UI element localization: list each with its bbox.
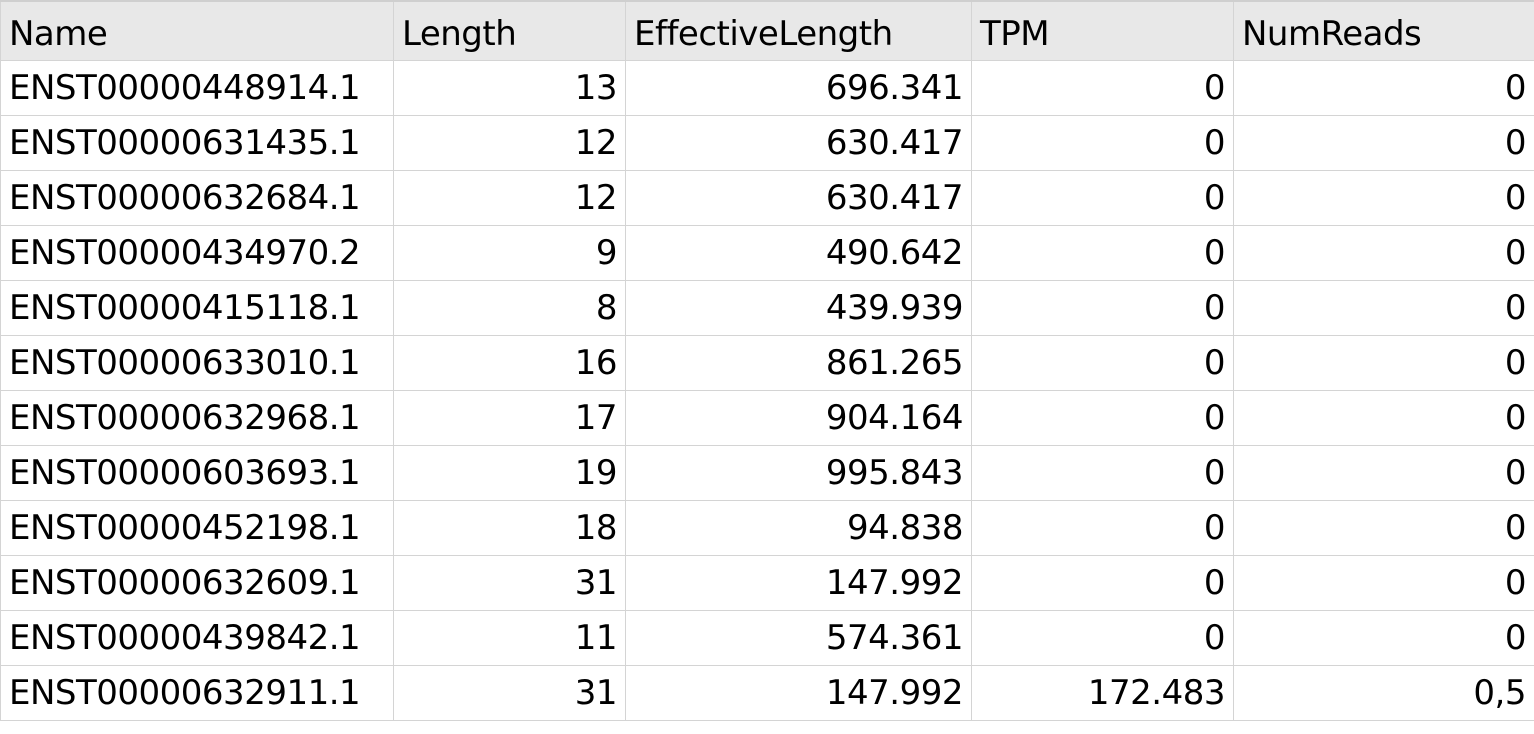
table-row: ENST00000632684.1 12 630.417 0 0 xyxy=(0,169,1534,226)
cell-effective-length[interactable]: 574.361 xyxy=(625,609,972,666)
cell-num-reads[interactable]: 0 xyxy=(1233,224,1534,281)
cell-num-reads[interactable]: 0 xyxy=(1233,554,1534,611)
cell-effective-length[interactable]: 490.642 xyxy=(625,224,972,281)
cell-length[interactable]: 17 xyxy=(393,389,626,446)
header-cell-num-reads[interactable]: NumReads xyxy=(1233,0,1534,61)
cell-num-reads[interactable]: 0 xyxy=(1233,59,1534,116)
header-row: Name Length EffectiveLength TPM NumReads xyxy=(0,0,1534,61)
cell-effective-length[interactable]: 904.164 xyxy=(625,389,972,446)
cell-name[interactable]: ENST00000633010.1 xyxy=(0,334,394,391)
cell-tpm[interactable]: 0 xyxy=(971,444,1234,501)
header-cell-effective-length[interactable]: EffectiveLength xyxy=(625,0,972,61)
cell-tpm[interactable]: 0 xyxy=(971,169,1234,226)
cell-tpm[interactable]: 0 xyxy=(971,389,1234,446)
table-row: ENST00000603693.1 19 995.843 0 0 xyxy=(0,444,1534,501)
cell-effective-length[interactable]: 630.417 xyxy=(625,169,972,226)
cell-length[interactable]: 9 xyxy=(393,224,626,281)
cell-tpm[interactable]: 0 xyxy=(971,224,1234,281)
cell-tpm[interactable]: 0 xyxy=(971,59,1234,116)
cell-num-reads[interactable]: 0 xyxy=(1233,444,1534,501)
cell-name[interactable]: ENST00000434970.2 xyxy=(0,224,394,281)
cell-effective-length[interactable]: 696.341 xyxy=(625,59,972,116)
cell-length[interactable]: 31 xyxy=(393,664,626,721)
cell-name[interactable]: ENST00000632911.1 xyxy=(0,664,394,721)
header-cell-tpm[interactable]: TPM xyxy=(971,0,1234,61)
cell-effective-length[interactable]: 861.265 xyxy=(625,334,972,391)
cell-effective-length[interactable]: 147.992 xyxy=(625,664,972,721)
header-cell-length[interactable]: Length xyxy=(393,0,626,61)
cell-tpm[interactable]: 0 xyxy=(971,609,1234,666)
cell-effective-length[interactable]: 995.843 xyxy=(625,444,972,501)
cell-name[interactable]: ENST00000452198.1 xyxy=(0,499,394,556)
cell-length[interactable]: 11 xyxy=(393,609,626,666)
cell-num-reads[interactable]: 0 xyxy=(1233,609,1534,666)
cell-effective-length[interactable]: 94.838 xyxy=(625,499,972,556)
table-row: ENST00000631435.1 12 630.417 0 0 xyxy=(0,114,1534,171)
cell-effective-length[interactable]: 147.992 xyxy=(625,554,972,611)
cell-length[interactable]: 8 xyxy=(393,279,626,336)
cell-num-reads[interactable]: 0 xyxy=(1233,389,1534,446)
table-row: ENST00000439842.1 11 574.361 0 0 xyxy=(0,609,1534,666)
cell-length[interactable]: 13 xyxy=(393,59,626,116)
cell-length[interactable]: 12 xyxy=(393,114,626,171)
cell-tpm[interactable]: 0 xyxy=(971,554,1234,611)
table-header: Name Length EffectiveLength TPM NumReads xyxy=(0,0,1534,61)
cell-num-reads[interactable]: 0 xyxy=(1233,279,1534,336)
table-row: ENST00000632911.1 31 147.992 172.483 0,5 xyxy=(0,664,1534,721)
cell-name[interactable]: ENST00000603693.1 xyxy=(0,444,394,501)
cell-num-reads[interactable]: 0 xyxy=(1233,499,1534,556)
cell-tpm[interactable]: 0 xyxy=(971,114,1234,171)
cell-tpm[interactable]: 0 xyxy=(971,334,1234,391)
cell-tpm[interactable]: 0 xyxy=(971,499,1234,556)
cell-num-reads[interactable]: 0 xyxy=(1233,114,1534,171)
cell-effective-length[interactable]: 439.939 xyxy=(625,279,972,336)
cell-tpm[interactable]: 172.483 xyxy=(971,664,1234,721)
cell-name[interactable]: ENST00000632968.1 xyxy=(0,389,394,446)
header-cell-name[interactable]: Name xyxy=(0,0,394,61)
cell-length[interactable]: 16 xyxy=(393,334,626,391)
table-row: ENST00000415118.1 8 439.939 0 0 xyxy=(0,279,1534,336)
table-row: ENST00000632609.1 31 147.992 0 0 xyxy=(0,554,1534,611)
cell-length[interactable]: 18 xyxy=(393,499,626,556)
table-body: ENST00000448914.1 13 696.341 0 0 ENST000… xyxy=(0,59,1534,721)
cell-num-reads[interactable]: 0 xyxy=(1233,334,1534,391)
cell-effective-length[interactable]: 630.417 xyxy=(625,114,972,171)
table-row: ENST00000434970.2 9 490.642 0 0 xyxy=(0,224,1534,281)
table-row: ENST00000448914.1 13 696.341 0 0 xyxy=(0,59,1534,116)
cell-tpm[interactable]: 0 xyxy=(971,279,1234,336)
cell-length[interactable]: 19 xyxy=(393,444,626,501)
cell-length[interactable]: 12 xyxy=(393,169,626,226)
table-row: ENST00000452198.1 18 94.838 0 0 xyxy=(0,499,1534,556)
cell-name[interactable]: ENST00000632684.1 xyxy=(0,169,394,226)
cell-name[interactable]: ENST00000439842.1 xyxy=(0,609,394,666)
cell-name[interactable]: ENST00000631435.1 xyxy=(0,114,394,171)
cell-length[interactable]: 31 xyxy=(393,554,626,611)
cell-name[interactable]: ENST00000632609.1 xyxy=(0,554,394,611)
cell-num-reads[interactable]: 0,5 xyxy=(1233,664,1534,721)
cell-num-reads[interactable]: 0 xyxy=(1233,169,1534,226)
table-row: ENST00000633010.1 16 861.265 0 0 xyxy=(0,334,1534,391)
table-row: ENST00000632968.1 17 904.164 0 0 xyxy=(0,389,1534,446)
cell-name[interactable]: ENST00000448914.1 xyxy=(0,59,394,116)
cell-name[interactable]: ENST00000415118.1 xyxy=(0,279,394,336)
